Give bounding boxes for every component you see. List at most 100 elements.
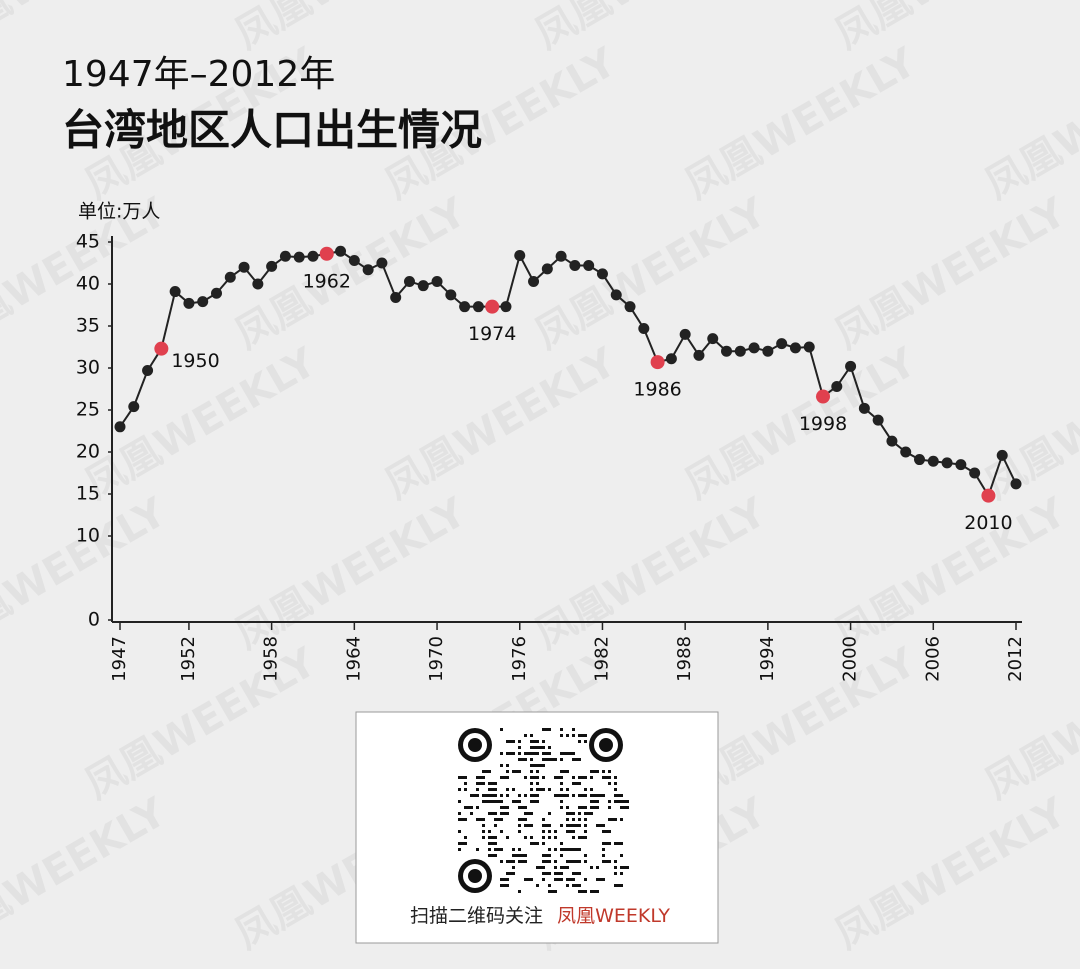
qr-module: [518, 770, 521, 773]
qr-module: [608, 770, 611, 773]
qr-module: [506, 788, 509, 791]
y-tick-label: 20: [76, 441, 100, 463]
qr-module: [584, 824, 587, 827]
qr-module: [596, 800, 599, 803]
qr-module: [518, 818, 527, 821]
qr-module: [560, 734, 563, 737]
qr-module: [500, 860, 503, 863]
y-tick-label: 35: [76, 315, 100, 337]
qr-module: [560, 842, 563, 845]
highlight-point: [485, 299, 500, 314]
qr-module: [536, 782, 539, 785]
qr-module: [548, 890, 557, 893]
qr-module: [620, 806, 629, 809]
qr-module: [488, 836, 497, 839]
qr-module: [566, 806, 569, 809]
data-point: [183, 297, 195, 309]
data-point: [858, 402, 870, 414]
qr-module: [542, 836, 545, 839]
qr-module: [536, 866, 545, 869]
x-tick-label: 1982: [591, 636, 612, 682]
qr-module: [518, 740, 521, 743]
qr-module: [530, 836, 533, 839]
qr-module: [482, 794, 491, 797]
qr-module: [482, 836, 485, 839]
qr-module: [500, 752, 503, 755]
qr-module: [542, 824, 551, 827]
qr-module: [590, 776, 593, 779]
qr-module: [524, 836, 527, 839]
qr-module: [494, 794, 497, 797]
qr-module: [506, 872, 515, 875]
qr-module: [458, 788, 461, 791]
qr-module: [554, 848, 557, 851]
qr-module: [548, 758, 557, 761]
qr-module: [554, 776, 563, 779]
qr-module: [554, 878, 563, 881]
data-point: [665, 353, 677, 365]
qr-module: [530, 776, 539, 779]
qr-module: [536, 788, 545, 791]
qr-module: [554, 836, 557, 839]
qr-module: [500, 794, 503, 797]
qr-module: [500, 800, 503, 803]
qr-module: [464, 842, 467, 845]
qr-module: [572, 872, 581, 875]
qr-module: [602, 860, 611, 863]
qr-module: [620, 854, 623, 857]
highlight-label: 2010: [964, 512, 1012, 534]
qr-module: [506, 776, 509, 779]
qr-module: [614, 884, 623, 887]
qr-module: [518, 860, 527, 863]
qr-module: [470, 794, 479, 797]
qr-module: [584, 830, 587, 833]
qr-module: [560, 794, 569, 797]
qr-module: [578, 806, 587, 809]
qr-module: [530, 740, 539, 743]
data-point: [500, 301, 512, 313]
data-point: [403, 275, 415, 287]
qr-module: [524, 734, 527, 737]
qr-module: [566, 878, 575, 881]
highlight-point: [816, 389, 831, 404]
data-point: [914, 454, 926, 466]
qr-module: [518, 752, 521, 755]
data-point: [638, 323, 650, 335]
qr-module: [614, 788, 617, 791]
qr-module: [536, 764, 545, 767]
qr-module: [476, 806, 479, 809]
qr-module: [572, 830, 575, 833]
highlight-point: [981, 488, 996, 503]
qr-module: [596, 890, 599, 893]
qr-module: [572, 734, 575, 737]
caption: 扫描二维码关注: [410, 905, 543, 927]
qr-module: [500, 776, 509, 779]
data-point: [197, 296, 209, 308]
x-tick-label: 2000: [840, 636, 861, 682]
qr-module: [548, 752, 551, 755]
qr-module: [548, 848, 551, 851]
qr-module: [488, 842, 497, 845]
qr-module: [578, 812, 581, 815]
qr-module: [488, 854, 497, 857]
qr-module: [602, 770, 605, 773]
qr-module: [566, 884, 569, 887]
qr-module: [548, 884, 551, 887]
qr-module: [518, 854, 527, 857]
qr-module: [578, 836, 587, 839]
qr-module: [584, 812, 593, 815]
qr-module: [464, 788, 467, 791]
data-point: [445, 289, 457, 301]
qr-module: [482, 770, 491, 773]
qr-module: [518, 758, 527, 761]
data-point: [128, 401, 140, 413]
qr-module: [524, 824, 533, 827]
qr-module: [608, 818, 617, 821]
qr-module: [542, 758, 551, 761]
qr-module: [560, 824, 563, 827]
x-tick-label: 1958: [261, 636, 282, 682]
qr-module: [566, 860, 575, 863]
qr-module: [620, 794, 623, 797]
qr-module: [548, 830, 551, 833]
